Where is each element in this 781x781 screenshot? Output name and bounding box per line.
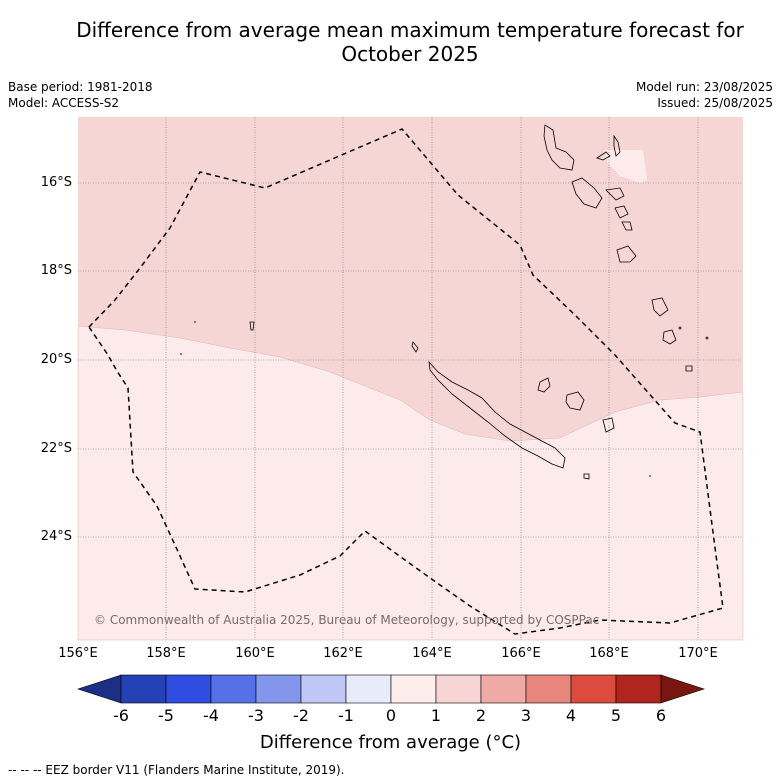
colorbar-box [570, 674, 617, 704]
colorbar-box [435, 674, 482, 704]
new-caledonia-island [428, 360, 566, 469]
eez-border [88, 128, 724, 635]
lat-label: 16°S [40, 175, 72, 190]
model-name: Model: ACCESS-S2 [8, 96, 120, 110]
eez-legend: -- -- -- EEZ border V11 (Flanders Marine… [8, 763, 345, 777]
chesterfield-islet [249, 321, 255, 331]
lat-label: 18°S [40, 263, 72, 278]
zone-0-1 [77, 325, 744, 641]
colorbar-extend-low [77, 674, 122, 704]
isle-of-pines [583, 473, 590, 480]
colorbar-tick-label: 6 [655, 706, 667, 725]
belep-island [411, 341, 419, 353]
colorbar-box [345, 674, 392, 704]
colorbar-box [525, 674, 572, 704]
colorbar-tick-label: -1 [338, 706, 354, 725]
colorbar-tick-label: 2 [475, 706, 487, 725]
lifou-island [565, 391, 585, 411]
vanuatu-islands [543, 124, 709, 372]
colorbar-tick-label: 4 [565, 706, 577, 725]
gridlines [78, 117, 743, 640]
meta-left: Base period: 1981-2018 Model: ACCESS-S2 [8, 79, 153, 111]
colorbar-box [480, 674, 527, 704]
base-period: Base period: 1981-2018 [8, 80, 153, 94]
colorbar-tick-label: -6 [113, 706, 129, 725]
colorbar-tick-label: -5 [158, 706, 174, 725]
lon-label: 156°E [58, 646, 98, 661]
lon-label: 160°E [235, 646, 275, 661]
meta-right: Model run: 23/08/2025 Issued: 25/08/2025 [636, 79, 773, 111]
title-line-2: October 2025 [341, 42, 479, 66]
colorbar-tick-label: 5 [610, 706, 622, 725]
colorbar-box [165, 674, 212, 704]
colorbar-tick-label: 3 [520, 706, 532, 725]
colorbar-box [120, 674, 167, 704]
lon-label: 168°E [589, 646, 629, 661]
lon-label: 158°E [146, 646, 186, 661]
colorbar-box [255, 674, 302, 704]
colorbar-box [210, 674, 257, 704]
islet-dot [649, 475, 651, 477]
map-panel [77, 117, 744, 641]
colorbar-boxes [120, 674, 662, 704]
colorbar-tick-label: -2 [293, 706, 309, 725]
colorbar-tick-label: 1 [430, 706, 442, 725]
colorbar-tick-label: -3 [248, 706, 264, 725]
islet-dot [180, 353, 182, 355]
lon-label: 170°E [678, 646, 718, 661]
colorbar-box [390, 674, 437, 704]
mare-island [602, 417, 615, 433]
colorbar [77, 674, 705, 704]
zone-0-1-patch [605, 150, 647, 183]
lat-label: 20°S [40, 352, 72, 367]
issued-date: Issued: 25/08/2025 [657, 96, 773, 110]
colorbar-box [300, 674, 347, 704]
colorbar-box [615, 674, 662, 704]
colorbar-extend-high [660, 674, 705, 704]
islet-dot [194, 321, 196, 323]
ouvea-island [537, 377, 551, 393]
lon-label: 166°E [501, 646, 541, 661]
lon-label: 162°E [323, 646, 363, 661]
copyright-text: © Commonwealth of Australia 2025, Bureau… [94, 613, 599, 627]
colorbar-tick-label: 0 [385, 706, 397, 725]
map-title: Difference from average mean maximum tem… [0, 18, 781, 66]
lat-label: 22°S [40, 441, 72, 456]
lon-label: 164°E [412, 646, 452, 661]
lat-label: 24°S [40, 529, 72, 544]
title-line-1: Difference from average mean maximum tem… [76, 18, 744, 42]
colorbar-title: Difference from average (°C) [259, 732, 522, 753]
colorbar-tick-label: -4 [203, 706, 219, 725]
model-run: Model run: 23/08/2025 [635, 80, 773, 94]
